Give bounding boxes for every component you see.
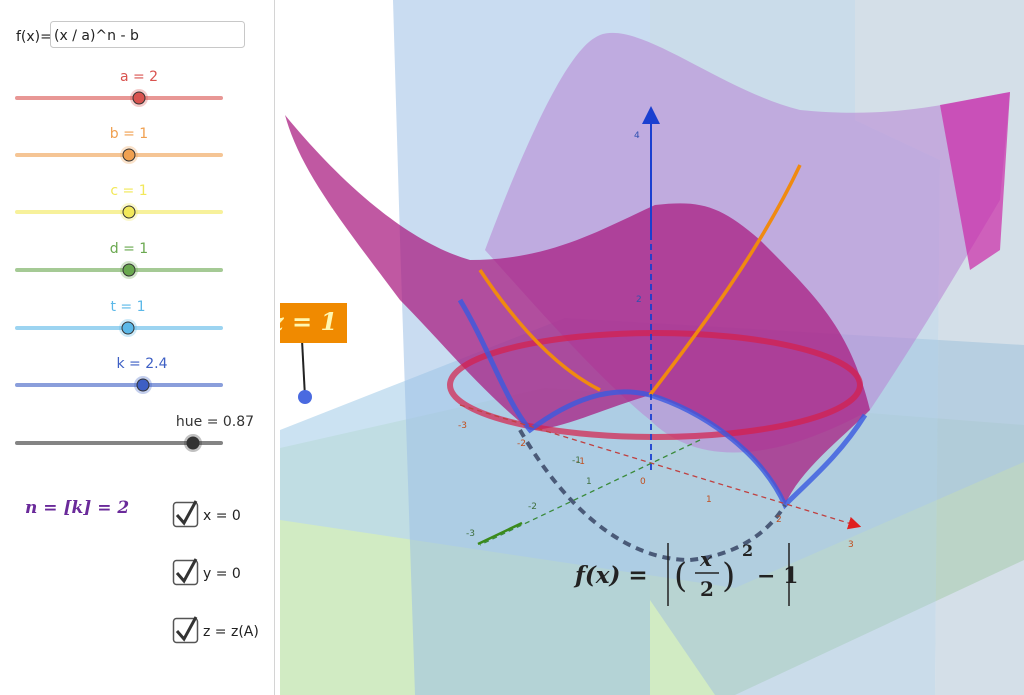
slider[interactable]: hue = 0.87 bbox=[15, 414, 254, 452]
slider[interactable]: c = 1 bbox=[15, 183, 223, 221]
y-axis-label: -1 bbox=[572, 456, 581, 466]
panel-background bbox=[0, 0, 274, 695]
slider-label: hue = 0.87 bbox=[176, 414, 254, 430]
paren: ) bbox=[722, 556, 735, 596]
input-label: f(x)= bbox=[16, 29, 52, 45]
curve-parabola bbox=[518, 429, 787, 563]
checkbox[interactable]: x = 0 bbox=[172, 500, 241, 528]
x-axis-label: 0 bbox=[640, 477, 646, 487]
checkmark bbox=[175, 558, 198, 584]
slider-knob[interactable] bbox=[136, 378, 150, 392]
slider-label: a = 2 bbox=[120, 69, 158, 85]
label-pointer bbox=[301, 339, 306, 398]
slider-knob[interactable] bbox=[122, 263, 136, 277]
slider[interactable]: b = 1 bbox=[15, 126, 223, 164]
formula-exp: 2 bbox=[742, 541, 753, 560]
checkbox-label: z = z(A) bbox=[203, 624, 259, 640]
control-panel: f(x)= (x / a)^n - b n = [k] = 2 a = 2 b =… bbox=[0, 0, 275, 695]
paren: ( bbox=[674, 556, 687, 596]
formula-num: x bbox=[699, 547, 713, 571]
x-axis-label: 1 bbox=[706, 495, 712, 505]
n-text: n = [k] = 2 bbox=[25, 498, 129, 518]
formula-rest: − 1 bbox=[757, 563, 798, 589]
plane-label: z = 1 bbox=[269, 307, 337, 336]
curve-orange bbox=[478, 164, 802, 397]
formula: f(x) = ( x 2 ) 2 − 1 bbox=[573, 541, 798, 606]
x-axis-label: 2 bbox=[776, 515, 782, 525]
slider-knob[interactable] bbox=[186, 436, 200, 450]
y-axis-label: 1 bbox=[586, 477, 592, 487]
checkbox-label: y = 0 bbox=[203, 566, 241, 582]
slider-label: b = 1 bbox=[110, 126, 148, 142]
input-value[interactable]: (x / a)^n - b bbox=[54, 28, 139, 44]
y-axis-segment bbox=[477, 521, 523, 546]
slider[interactable]: a = 2 bbox=[15, 69, 223, 107]
slider-knob[interactable] bbox=[122, 148, 136, 162]
x-axis-label: -2 bbox=[517, 439, 526, 449]
slider[interactable]: d = 1 bbox=[15, 241, 223, 279]
x-axis-label: -1 bbox=[576, 457, 585, 467]
y-axis bbox=[479, 439, 701, 546]
checkmark bbox=[175, 616, 198, 642]
x-axis bbox=[459, 404, 862, 530]
checkmark bbox=[175, 500, 198, 526]
checkbox[interactable]: y = 0 bbox=[172, 558, 241, 586]
slider-knob[interactable] bbox=[132, 91, 146, 105]
formula-lhs: f(x) = bbox=[573, 562, 648, 589]
z-axis-label: 4 bbox=[634, 131, 640, 141]
formula-den: 2 bbox=[700, 577, 714, 601]
intersection-ring bbox=[447, 330, 863, 440]
z-axis-label: 2 bbox=[636, 295, 642, 305]
slider-label: k = 2.4 bbox=[116, 356, 167, 372]
slider-knob[interactable] bbox=[122, 205, 136, 219]
slider-label: t = 1 bbox=[110, 299, 145, 315]
slider[interactable]: k = 2.4 bbox=[15, 356, 223, 394]
slider-knob[interactable] bbox=[121, 321, 135, 335]
checkbox[interactable]: z = z(A) bbox=[172, 616, 259, 644]
x-axis-label: -3 bbox=[458, 421, 467, 431]
y-axis-label: -2 bbox=[528, 502, 537, 512]
surface-front bbox=[285, 115, 870, 505]
y-axis-label: -3 bbox=[466, 529, 475, 539]
x-axis-label: 3 bbox=[848, 540, 854, 550]
plane-label-box bbox=[280, 303, 347, 343]
slider-label: c = 1 bbox=[110, 183, 147, 199]
slider-label: d = 1 bbox=[110, 241, 148, 257]
point-a[interactable] bbox=[298, 390, 312, 404]
slider[interactable]: t = 1 bbox=[15, 299, 223, 337]
input-box[interactable] bbox=[50, 21, 245, 48]
checkbox-label: x = 0 bbox=[203, 508, 241, 524]
surface-edge bbox=[940, 92, 1010, 270]
